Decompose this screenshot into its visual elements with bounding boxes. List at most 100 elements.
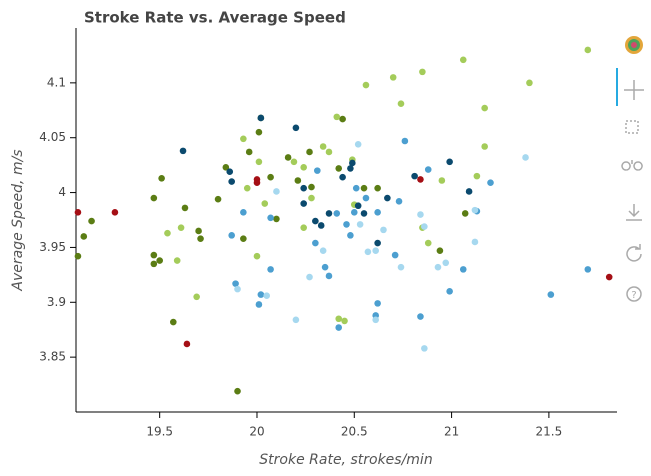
point — [255, 128, 263, 136]
point — [584, 46, 592, 54]
point — [164, 229, 171, 237]
point — [465, 188, 473, 195]
point — [374, 300, 381, 307]
point — [240, 235, 247, 242]
point — [284, 154, 292, 161]
point — [243, 184, 251, 192]
point — [88, 217, 95, 225]
point — [255, 301, 263, 308]
point — [352, 184, 360, 192]
box-zoom-tool[interactable] — [625, 120, 639, 134]
point — [181, 204, 189, 212]
point — [397, 263, 405, 271]
point — [384, 194, 391, 202]
point — [389, 74, 397, 81]
point — [267, 173, 274, 181]
point — [424, 166, 432, 173]
point — [547, 291, 555, 298]
point — [292, 124, 300, 132]
point — [179, 147, 187, 155]
bokeh-logo[interactable] — [625, 36, 643, 54]
point — [487, 179, 494, 186]
reset-tool[interactable] — [626, 244, 642, 262]
point — [419, 68, 426, 76]
point — [197, 235, 204, 242]
y-axis-label: Average Speed, m/s — [10, 149, 26, 291]
point — [150, 251, 158, 259]
point — [333, 210, 341, 217]
point — [434, 263, 442, 271]
point — [319, 143, 327, 150]
point — [343, 221, 350, 228]
y-tick-label: 3.9 — [47, 295, 66, 309]
point — [424, 239, 432, 247]
point — [347, 165, 354, 172]
y-tick-label: 4.1 — [47, 75, 66, 89]
point — [471, 206, 479, 214]
point — [473, 172, 481, 180]
wheel-zoom-tool[interactable] — [621, 160, 643, 171]
point — [438, 177, 446, 184]
point — [300, 184, 307, 192]
point — [222, 164, 230, 171]
point — [459, 56, 467, 64]
point — [74, 252, 82, 260]
point — [234, 285, 241, 293]
point — [339, 173, 346, 181]
point — [374, 209, 381, 216]
point — [314, 167, 321, 174]
x-tick-label: 21 — [444, 425, 459, 439]
point — [111, 209, 119, 216]
point — [354, 140, 362, 148]
toolbar: ? — [616, 36, 644, 302]
point — [257, 291, 265, 298]
point — [321, 263, 329, 271]
chart-title: Stroke Rate vs. Average Speed — [84, 9, 346, 27]
help-tool[interactable] — [626, 286, 642, 302]
point — [333, 113, 341, 121]
point — [401, 137, 409, 145]
point — [372, 316, 379, 324]
x-axis-label: Stroke Rate, strokes/min — [259, 452, 432, 468]
point — [417, 313, 424, 320]
point — [347, 232, 354, 239]
point — [150, 194, 158, 202]
point — [317, 222, 325, 229]
y-tick-label: 3.85 — [39, 350, 66, 364]
point — [335, 165, 343, 172]
point — [195, 227, 202, 235]
point — [267, 266, 274, 273]
point — [177, 224, 185, 231]
point — [471, 238, 479, 246]
save-tool[interactable] — [626, 204, 642, 221]
point — [356, 221, 364, 228]
x-tick-label: 21.5 — [536, 425, 563, 439]
point — [417, 176, 424, 183]
point — [300, 164, 307, 171]
point — [253, 176, 261, 183]
point — [263, 292, 271, 300]
point — [354, 202, 362, 210]
pan-tool[interactable] — [624, 80, 644, 100]
point — [446, 288, 453, 295]
point — [308, 183, 315, 191]
point — [325, 210, 333, 217]
point — [183, 340, 191, 348]
point — [150, 260, 158, 268]
point — [481, 104, 488, 112]
point — [292, 316, 300, 324]
point — [232, 280, 239, 287]
x-tick-label: 20.5 — [341, 425, 368, 439]
point — [350, 209, 358, 216]
point — [300, 200, 307, 207]
point — [391, 251, 399, 259]
point — [156, 257, 163, 264]
point — [421, 223, 428, 230]
point — [584, 266, 592, 273]
point — [74, 209, 82, 216]
point — [481, 143, 488, 150]
point — [461, 210, 469, 217]
point — [170, 318, 177, 326]
point — [374, 239, 381, 247]
